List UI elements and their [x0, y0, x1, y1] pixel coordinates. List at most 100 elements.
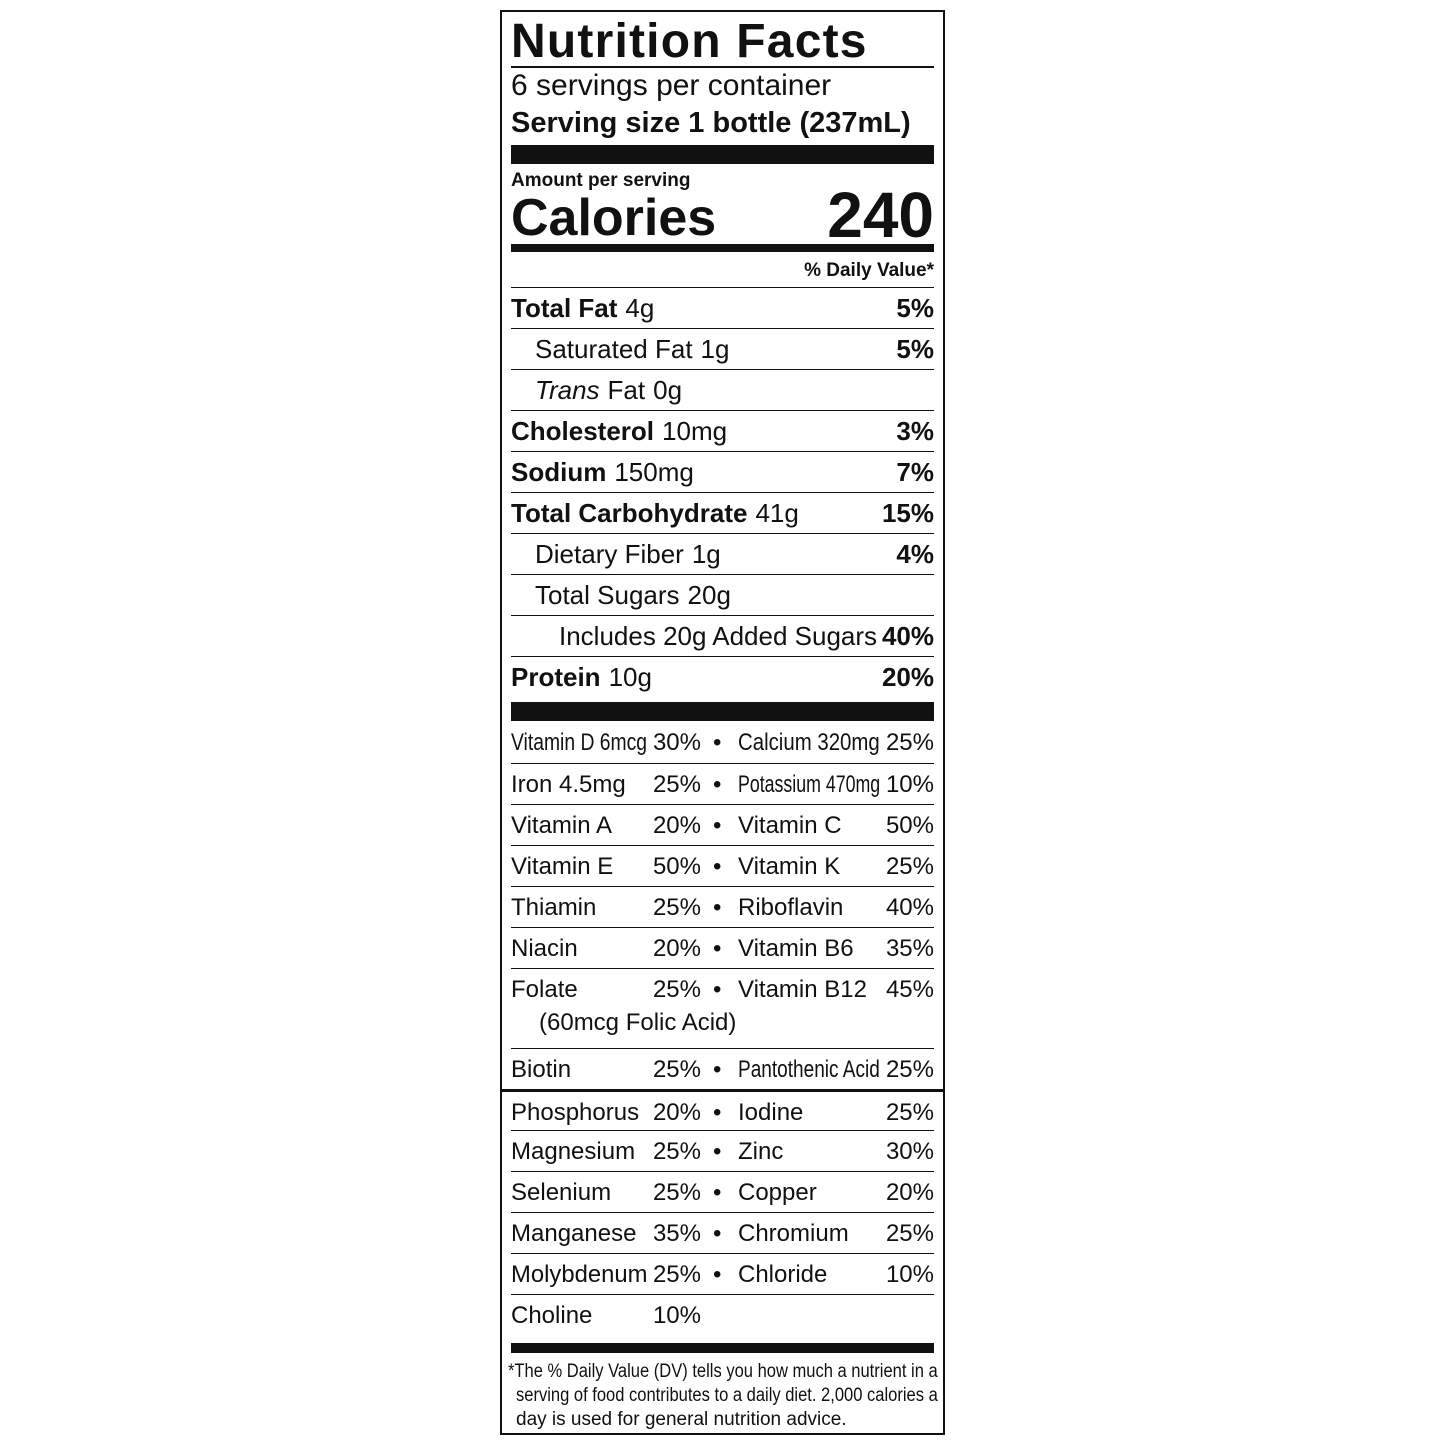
divider — [511, 66, 934, 68]
vitamin-daily-value: 10% — [885, 1261, 934, 1288]
nutrient-amount: 0g — [653, 374, 683, 405]
vitamin-name: Chromium — [738, 1220, 849, 1247]
nutrient-daily-value: 7% — [896, 456, 934, 487]
vitamin-row: Vitamin A 20% • Vitamin C 50% — [511, 804, 934, 845]
calories-value: 240 — [827, 179, 934, 251]
vitamin-daily-value: 25% — [652, 771, 701, 798]
footnote-line-wrap: serving of food contributes to a daily d… — [508, 1384, 938, 1408]
calories-label: Calories — [511, 189, 717, 247]
label-title: Nutrition Facts — [511, 15, 868, 68]
vitamin-daily-value: 25% — [652, 1056, 701, 1083]
nutrient-name: Trans — [535, 374, 600, 405]
nutrient-daily-value: 5% — [896, 333, 934, 364]
bullet-icon: • — [713, 1179, 722, 1206]
vitamin-name: Molybdenum — [511, 1261, 648, 1288]
medium-divider — [511, 1343, 934, 1353]
vitamin-row: Selenium 25% • Copper 20% — [511, 1171, 934, 1212]
nutrient-row: Total Fat 4g 5% — [511, 287, 934, 328]
nutrient-row: Total Carbohydrate 41g 15% — [511, 492, 934, 533]
vitamin-daily-value: 50% — [885, 812, 934, 839]
bullet-icon: • — [713, 1099, 722, 1126]
nutrient-name: Total Fat — [511, 292, 618, 323]
bullet-icon: • — [713, 771, 722, 798]
nutrient-name: Dietary Fiber — [535, 538, 684, 569]
nutrient-row: Total Sugars 20g — [511, 574, 934, 615]
nutrient-amount: 10g — [608, 661, 652, 692]
bullet-icon: • — [713, 894, 722, 921]
vitamin-name: Vitamin E — [511, 853, 614, 880]
vitamin-daily-value: 25% — [885, 853, 934, 880]
amount-per-serving: Amount per serving — [511, 170, 691, 191]
serving-size: Serving size 1 bottle (237mL) — [511, 107, 911, 139]
thick-divider — [511, 702, 934, 721]
vitamin-daily-value: 50% — [652, 853, 701, 880]
vitamin-name: Biotin — [511, 1056, 572, 1083]
vitamin-name: Iron 4.5mg — [511, 771, 626, 798]
nutrient-row: Sodium 150mg 7% — [511, 451, 934, 492]
nutrient-row: Includes 20g Added Sugars 40% — [511, 615, 934, 656]
nutrient-name: Includes 20g Added Sugars — [559, 620, 878, 651]
nutrient-name: Sodium — [511, 456, 607, 487]
medium-divider — [511, 244, 934, 252]
vitamin-name: Riboflavin — [738, 894, 844, 921]
footnote-line: serving of food contributes to a daily d… — [516, 1385, 938, 1406]
bullet-icon: • — [713, 812, 722, 839]
vitamin-row: Choline 10% — [511, 1294, 934, 1335]
vitamin-name: Phosphorus — [511, 1099, 640, 1126]
footnote-line-wrap: day is used for general nutrition advice… — [508, 1408, 938, 1432]
vitamin-daily-value: 25% — [652, 1179, 701, 1206]
bullet-icon: • — [713, 1138, 722, 1165]
nutrient-name: Cholesterol — [511, 415, 655, 446]
nutrient-row: Cholesterol 10mg 3% — [511, 410, 934, 451]
nutrient-row: Trans Fat 0g — [511, 369, 934, 410]
vitamin-daily-value: 30% — [885, 1138, 934, 1165]
nutrient-daily-value: 5% — [896, 292, 934, 323]
nutrient-amount: 1g — [691, 538, 721, 569]
vitamin-daily-value: 20% — [652, 935, 701, 962]
nutrient-daily-value: 20% — [881, 661, 934, 692]
vitamin-name: Iodine — [738, 1099, 804, 1126]
nutrient-name: Saturated Fat — [535, 333, 693, 364]
nutrient-amount: 10mg — [662, 415, 728, 446]
vitamin-row: Vitamin E 50% • Vitamin K 25% — [511, 845, 934, 886]
nutrient-daily-value: 40% — [881, 620, 934, 651]
nutrient-name: Total Carbohydrate — [511, 497, 748, 528]
vitamin-name: Zinc — [738, 1138, 784, 1165]
bullet-icon: • — [713, 976, 722, 1003]
vitamin-daily-value: 35% — [652, 1220, 701, 1247]
vitamin-row: Manganese 35% • Chromium 25% — [511, 1212, 934, 1253]
nutrient-list: Total Fat 4g 5% Saturated Fat 1g 5% Trans Fat 0g… — [511, 287, 934, 697]
bullet-icon: • — [713, 1056, 722, 1083]
bullet-icon: • — [713, 853, 722, 880]
vitamin-row: Iron 4.5mg 25% • Potassium 470mg 10% — [511, 763, 934, 804]
vitamin-daily-value: 25% — [652, 1138, 701, 1165]
vitamin-daily-value: 20% — [652, 1099, 701, 1126]
bullet-icon: • — [713, 1261, 722, 1288]
servings-per-container: 6 servings per container — [511, 69, 832, 102]
vitamin-daily-value: 30% — [652, 729, 701, 756]
vitamin-daily-value: 25% — [652, 976, 701, 1003]
nutrient-amount: 41g — [755, 497, 799, 528]
nutrient-amount: 150mg — [614, 456, 694, 487]
vitamin-daily-value: 25% — [652, 894, 701, 921]
nutrient-name: Protein — [511, 661, 601, 692]
vitamin-name: Chloride — [738, 1261, 828, 1288]
vitamin-name: Vitamin K — [738, 853, 841, 880]
vitamin-daily-value: 20% — [885, 1179, 934, 1206]
vitamin-name: Manganese — [511, 1220, 637, 1247]
vitamin-daily-value: 25% — [885, 729, 934, 756]
footnote-line: *The % Daily Value (DV) tells you how mu… — [508, 1361, 938, 1382]
vitamin-name: Magnesium — [511, 1138, 636, 1165]
nutrient-daily-value: 15% — [881, 497, 934, 528]
nutrient-amount: 20g — [687, 579, 731, 610]
bullet-icon: • — [713, 729, 722, 756]
nutrient-amount: 4g — [625, 292, 655, 323]
vitamin-row: Thiamin 25% • Riboflavin 40% — [511, 886, 934, 927]
vitamin-name: Choline — [511, 1302, 593, 1329]
nutrient-name-suffix: Fat — [607, 374, 646, 405]
vitamin-row: Niacin 20% • Vitamin B6 35% — [511, 927, 934, 968]
nutrient-daily-value: 3% — [896, 415, 934, 446]
nutrient-row: Saturated Fat 1g 5% — [511, 328, 934, 369]
vitamin-name: Vitamin C — [738, 812, 842, 839]
bullet-icon: • — [713, 1220, 722, 1247]
